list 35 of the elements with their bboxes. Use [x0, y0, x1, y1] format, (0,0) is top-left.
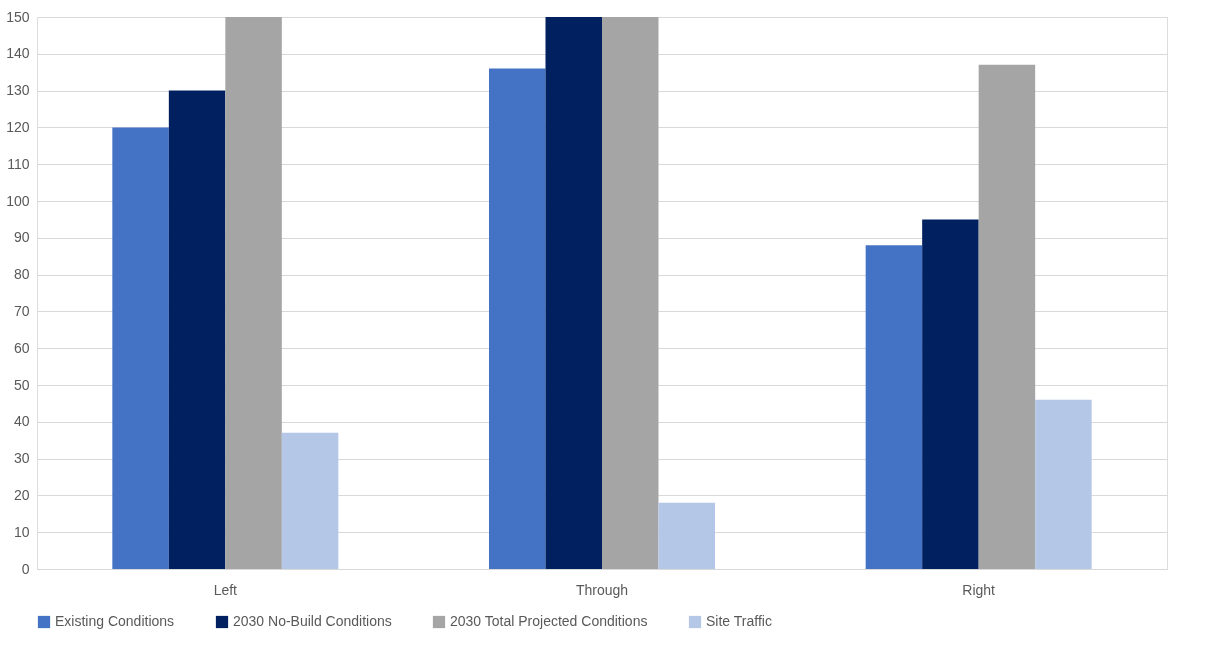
bar	[1035, 399, 1092, 569]
legend-label: Existing Conditions	[55, 613, 175, 629]
bar	[922, 219, 979, 569]
y-tick-label: 20	[13, 486, 30, 503]
x-tick-label: Left	[213, 581, 238, 598]
y-tick-label: 100	[6, 192, 30, 209]
y-tick-label: 0	[21, 560, 30, 577]
y-tick-label: 30	[13, 450, 30, 467]
y-tick-label: 150	[6, 8, 30, 25]
bar	[225, 17, 282, 569]
legend-label: 2030 No-Build Conditions	[233, 613, 392, 629]
y-tick-label: 10	[13, 523, 30, 540]
y-tick-label: 60	[13, 339, 30, 356]
y-tick-label: 90	[13, 229, 30, 246]
x-tick-label: Right	[962, 581, 996, 598]
bar	[489, 68, 546, 569]
bar	[168, 90, 226, 569]
y-tick-label: 40	[13, 413, 30, 430]
y-tick-label: 130	[6, 82, 30, 99]
bar	[865, 245, 923, 569]
x-tick-label: Through	[575, 581, 629, 598]
bar	[112, 127, 169, 569]
y-tick-label: 50	[13, 376, 30, 393]
y-tick-label: 70	[13, 302, 30, 319]
bar	[602, 17, 659, 569]
bar	[978, 64, 1036, 569]
y-tick-label: 140	[6, 45, 30, 62]
bar	[658, 502, 715, 569]
y-tick-label: 80	[13, 266, 30, 283]
y-tick-label: 110	[7, 155, 30, 172]
legend-label: 2030 Total Projected Conditions	[450, 613, 648, 629]
bar	[545, 17, 602, 569]
bar	[281, 432, 339, 569]
legend-label: Site Traffic	[706, 613, 772, 629]
y-tick-label: 120	[6, 118, 30, 135]
